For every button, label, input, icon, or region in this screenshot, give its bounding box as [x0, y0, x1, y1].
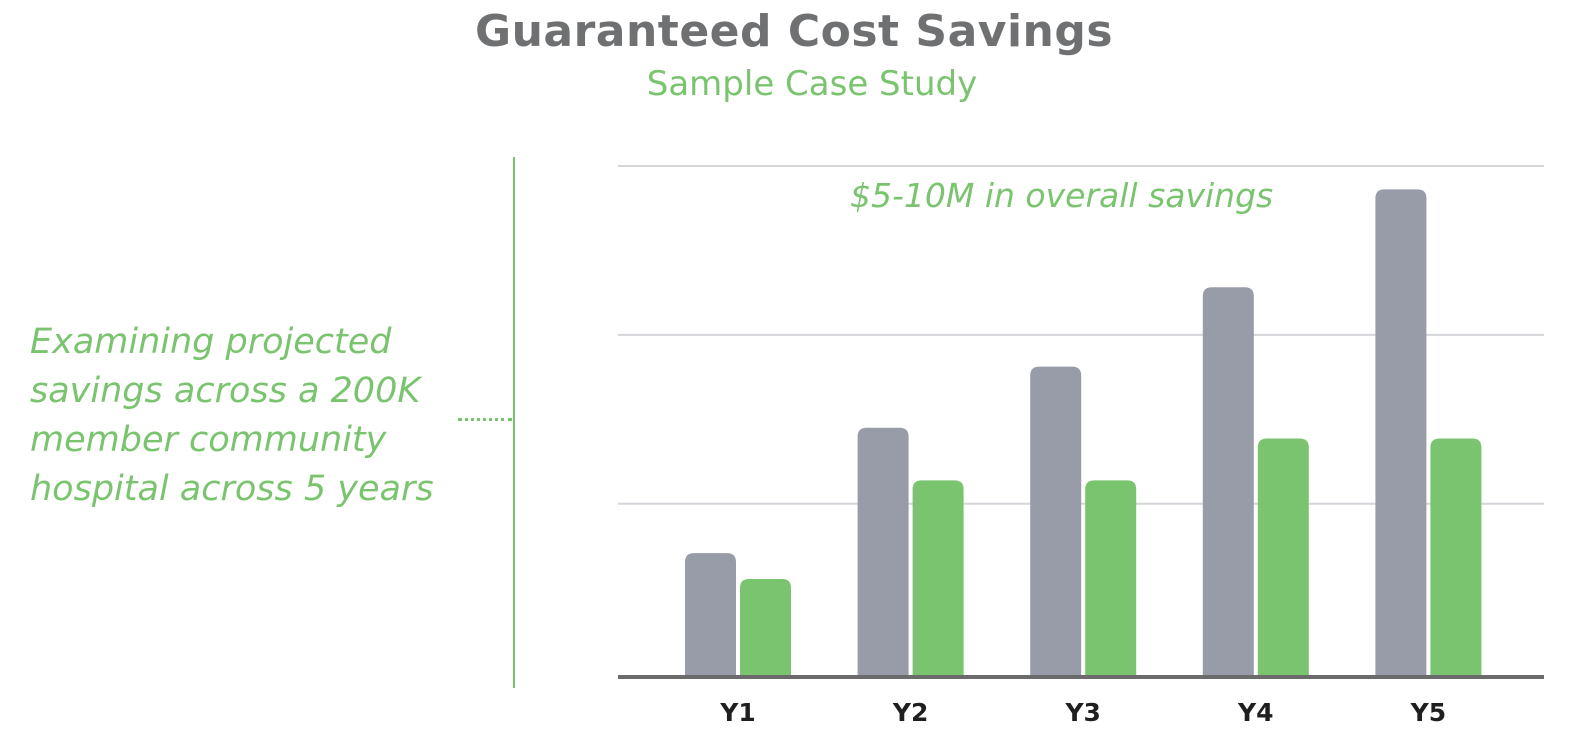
- bar-y3-series-2: [1085, 480, 1137, 676]
- bar-y1-series-2: [740, 579, 791, 676]
- savings-annotation: $5-10M in overall savings: [850, 176, 1274, 215]
- x-tick-label-y2: Y2: [892, 698, 929, 727]
- x-tick-label-y3: Y3: [1064, 698, 1101, 727]
- bar-y2-series-1: [857, 427, 909, 676]
- bar-y5-series-1: [1375, 189, 1427, 676]
- bar-y1-series-1: [685, 553, 736, 676]
- bar-y4-series-2: [1257, 438, 1309, 676]
- bar-layer: [685, 189, 1482, 676]
- chart-subtitle: Sample Case Study: [646, 64, 978, 104]
- x-tick-label-y1: Y1: [719, 698, 756, 727]
- bar-y3-series-1: [1030, 366, 1082, 676]
- x-tick-label-y5: Y5: [1410, 698, 1447, 727]
- tick-label-layer: Y1 Y2 Y3 Y4 Y5: [719, 698, 1446, 727]
- side-note: Examining projected savings across a 200…: [30, 322, 434, 509]
- x-tick-label-y4: Y4: [1237, 698, 1274, 727]
- connector-dots: [458, 418, 512, 421]
- chart-title: Guaranteed Cost Savings: [474, 6, 1114, 57]
- bar-y4-series-1: [1202, 287, 1254, 676]
- divider-line: [513, 157, 515, 688]
- bar-y2-series-2: [912, 480, 964, 676]
- bar-y5-series-2: [1430, 438, 1482, 676]
